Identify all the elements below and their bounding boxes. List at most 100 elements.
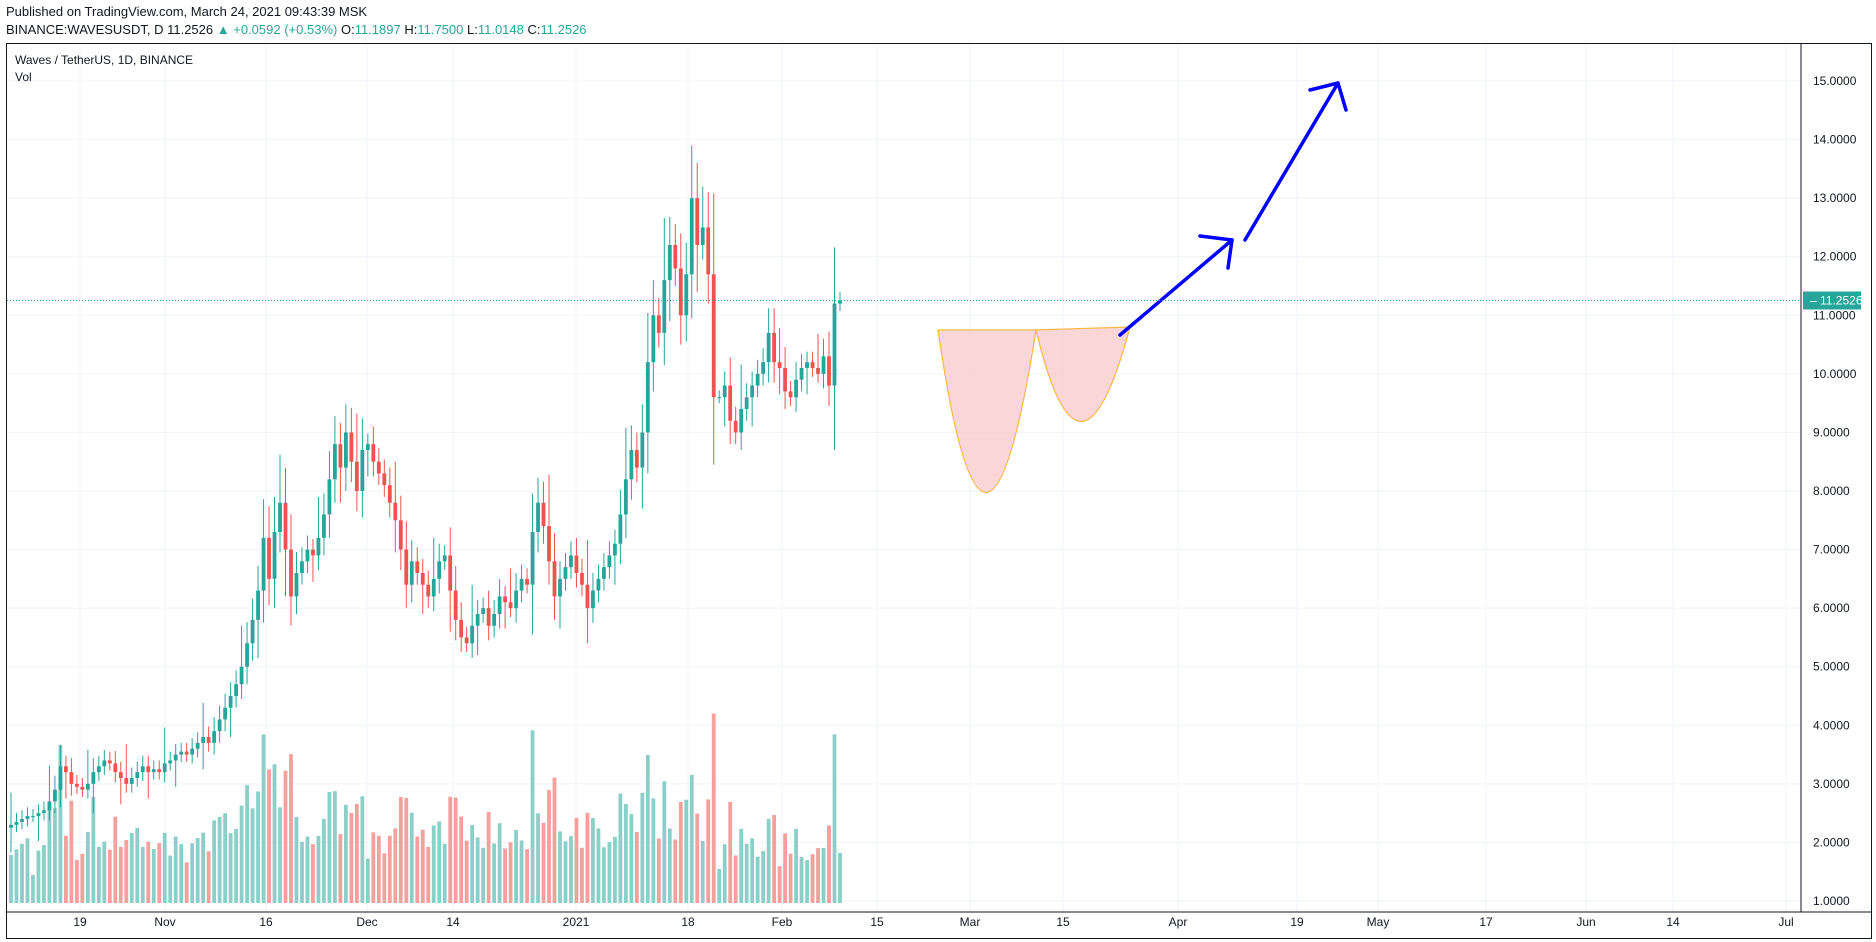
volume-bar xyxy=(552,777,557,903)
candle-body xyxy=(574,555,579,573)
candle-body xyxy=(278,502,282,532)
candle-body xyxy=(272,532,277,579)
volume-bar xyxy=(272,764,277,903)
volume-bar xyxy=(530,730,535,903)
candle-body xyxy=(821,356,826,374)
volume-bar xyxy=(744,843,749,903)
volume-bar xyxy=(596,828,601,903)
volume-bar xyxy=(409,812,414,903)
candle-body xyxy=(558,578,562,597)
volume-bar xyxy=(750,838,755,903)
volume-bar xyxy=(190,843,195,903)
candle-body xyxy=(689,198,694,275)
candle-body xyxy=(629,450,634,480)
candle-body xyxy=(80,786,85,790)
candle-body xyxy=(162,763,167,773)
candle-body xyxy=(74,783,79,787)
y-tick-label: 5.0000 xyxy=(1813,660,1850,674)
candle-body xyxy=(678,268,683,316)
volume-bar xyxy=(14,849,19,903)
volume-bar xyxy=(69,800,74,903)
x-tick-label: 15 xyxy=(870,915,884,929)
volume-bar xyxy=(146,841,151,903)
candle-body xyxy=(728,385,733,421)
y-tick-label: 4.0000 xyxy=(1813,718,1850,732)
candle-body xyxy=(31,816,35,818)
volume-bar xyxy=(234,829,238,903)
candle-body xyxy=(354,461,359,491)
volume-bar xyxy=(783,833,787,903)
candle-body xyxy=(788,391,793,398)
candle-body xyxy=(783,368,787,392)
volume-bar xyxy=(217,816,222,903)
volume-bar xyxy=(305,836,310,903)
y-tick-label: 12.0000 xyxy=(1813,250,1857,264)
volume-bar xyxy=(283,770,288,903)
candle-body xyxy=(580,573,584,585)
volume-bar xyxy=(667,828,672,903)
candle-body xyxy=(228,696,233,708)
candle-body xyxy=(327,479,332,515)
up-arrow-icon: ▲ xyxy=(216,22,230,37)
x-tick-label: 17 xyxy=(1479,915,1493,929)
volume-bar xyxy=(58,744,63,903)
candle-body xyxy=(794,379,798,398)
candle-body xyxy=(618,514,623,544)
candle-body xyxy=(420,573,425,585)
symbol-ohlc-line: BINANCE:WAVESUSDT, D 11.2526 ▲ +0.0592 (… xyxy=(6,22,587,37)
volume-bar xyxy=(711,713,716,903)
volume-legend: Vol xyxy=(15,70,32,84)
candle-body xyxy=(190,748,195,755)
candle-body xyxy=(700,227,705,245)
x-tick-label: 2021 xyxy=(563,915,590,929)
volume-bar xyxy=(157,843,162,903)
x-tick-label: 18 xyxy=(681,915,695,929)
volume-bar xyxy=(437,821,442,903)
candle-body xyxy=(437,561,442,579)
candle-body xyxy=(223,707,228,720)
volume-bar xyxy=(591,818,595,903)
volume-bar xyxy=(245,785,249,903)
candle-body xyxy=(14,821,19,825)
volume-bar xyxy=(261,734,266,903)
candle-body xyxy=(349,432,354,462)
volume-bar xyxy=(503,848,507,903)
arrow-head-1 xyxy=(1198,234,1234,270)
volume-bar xyxy=(673,839,678,903)
arrow-segment-2 xyxy=(1243,81,1340,242)
low-label: L: xyxy=(467,22,478,37)
candle-body xyxy=(47,801,52,811)
candle-body xyxy=(294,573,299,597)
volume-bar xyxy=(420,829,425,903)
volume-bar xyxy=(371,832,376,903)
candle-body xyxy=(256,590,260,620)
published-note: Published on TradingView.com, March 24, … xyxy=(6,4,368,19)
y-tick-label: 10.0000 xyxy=(1813,367,1857,381)
candle-body xyxy=(640,432,645,468)
candle-body xyxy=(20,819,24,822)
volume-bar xyxy=(689,775,694,903)
volume-bar xyxy=(64,835,68,903)
x-tick-label: 14 xyxy=(1666,915,1680,929)
candle-body xyxy=(283,502,288,550)
chart-legend-title: Waves / TetherUS, 1D, BINANCE xyxy=(15,53,194,67)
candle-body xyxy=(140,766,145,773)
candle-body xyxy=(426,584,431,597)
candle-body xyxy=(333,444,337,480)
candle-body xyxy=(805,362,809,368)
volume-bar xyxy=(382,853,387,903)
volume-bar xyxy=(250,808,255,903)
volume-bar xyxy=(805,860,809,903)
x-tick-label: Apr xyxy=(1169,915,1188,929)
volume-bar xyxy=(102,841,107,903)
volume-bar xyxy=(91,797,96,903)
candlesticks xyxy=(9,145,842,853)
candle-body xyxy=(673,245,678,269)
candle-body xyxy=(267,537,271,579)
candle-body xyxy=(431,578,436,597)
projection-arrow xyxy=(1118,81,1348,337)
volume-bar xyxy=(607,842,612,903)
volume-bar xyxy=(508,842,513,903)
volume-bar xyxy=(761,851,766,903)
